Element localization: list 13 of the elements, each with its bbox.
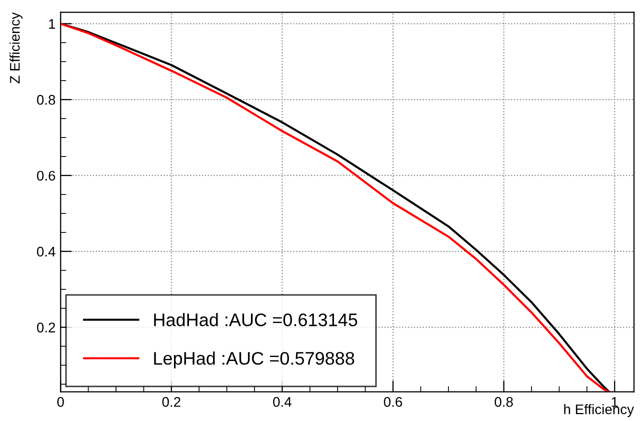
y-tick-label: 0.2 bbox=[36, 322, 56, 332]
y-axis-title: Z Efficiency bbox=[10, 12, 23, 84]
y-tick-label: 0.4 bbox=[36, 246, 56, 257]
x-tick-label: 0.2 bbox=[162, 397, 180, 407]
y-tick-label: 0.6 bbox=[36, 170, 56, 181]
x-tick-label: 0.6 bbox=[384, 397, 402, 407]
x-tick-label: 0 bbox=[57, 397, 64, 407]
x-tick-label: 0.4 bbox=[273, 397, 292, 407]
y-tick-label: 0.8 bbox=[36, 94, 56, 105]
legend-label: LepHad :AUC =0.579888 bbox=[154, 351, 354, 368]
legend-label: HadHad :AUC =0.613145 bbox=[154, 313, 358, 326]
y-tick-label: 1 bbox=[49, 19, 56, 29]
x-tick-label: 0.8 bbox=[494, 397, 513, 407]
